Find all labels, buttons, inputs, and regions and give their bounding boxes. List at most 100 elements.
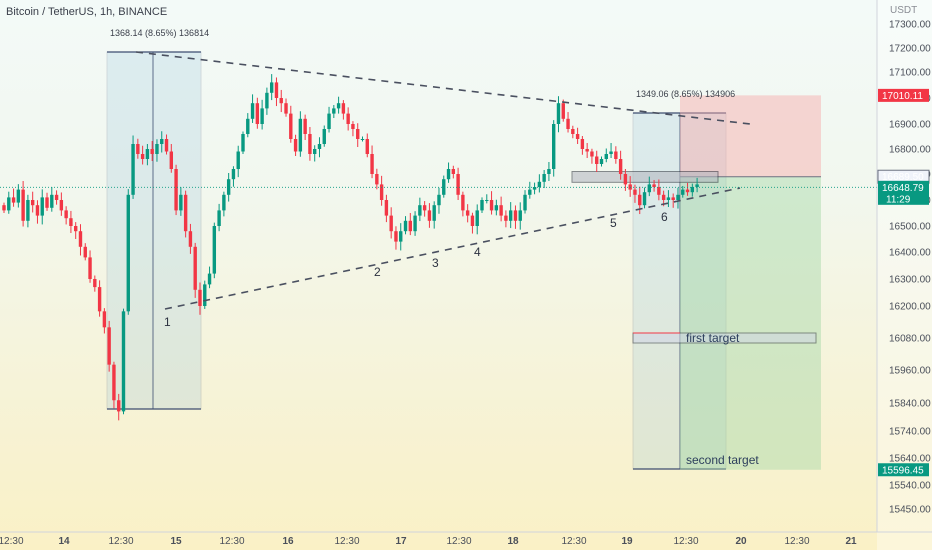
candle	[341, 103, 346, 114]
candle	[485, 200, 489, 201]
y-tick-label: 17300.00	[889, 20, 931, 31]
candles-layer	[2, 74, 699, 421]
x-tick-label: 12:30	[446, 536, 471, 547]
x-tick-label: 12:30	[108, 536, 133, 547]
candle	[50, 194, 54, 208]
candle	[427, 210, 432, 221]
candle	[74, 226, 78, 232]
lower-trendline	[164, 187, 741, 310]
candle	[442, 179, 446, 195]
wave-label-2: 2	[374, 265, 381, 279]
candle	[647, 184, 651, 193]
candle	[685, 189, 690, 193]
candle	[370, 154, 374, 174]
first-target-box	[632, 332, 817, 344]
y-tick-label: 16500.00	[889, 222, 931, 233]
candle	[327, 113, 331, 129]
candle	[547, 169, 551, 174]
candle	[150, 149, 154, 154]
candle	[303, 118, 307, 134]
candle	[289, 113, 293, 139]
y-tick-label: 17200.00	[889, 44, 931, 55]
candle	[97, 287, 102, 312]
candle	[671, 197, 675, 200]
candle	[107, 327, 111, 365]
y-tick-label: 15960.00	[889, 366, 931, 377]
price-tag-label: 15596.45	[882, 465, 924, 476]
candle	[356, 129, 360, 139]
candle	[317, 144, 322, 149]
candle	[657, 187, 661, 195]
candle	[475, 210, 479, 226]
take-profit-zone	[680, 176, 821, 470]
candle	[642, 192, 647, 206]
y-tick-label: 16300.00	[889, 275, 931, 286]
candle	[45, 197, 49, 208]
candle	[451, 169, 456, 174]
candle	[222, 194, 226, 211]
wave-label-3: 3	[432, 256, 439, 270]
candle	[523, 194, 527, 211]
candle	[21, 189, 25, 221]
candle	[504, 215, 508, 221]
overlay-layer	[0, 51, 877, 310]
candle	[389, 215, 393, 232]
candle	[260, 108, 264, 124]
candle	[102, 311, 107, 328]
candle	[83, 246, 87, 258]
first-target-label: first target	[686, 331, 740, 345]
candle	[313, 149, 317, 154]
price-tag-label: 17010.11	[882, 91, 923, 102]
candle	[638, 194, 642, 206]
candle	[164, 139, 169, 152]
candle	[590, 151, 594, 157]
candle	[322, 129, 326, 144]
candle	[446, 169, 451, 180]
candle	[561, 103, 565, 119]
candle	[690, 187, 695, 193]
wave-label-1: 1	[164, 315, 171, 329]
candle	[88, 257, 92, 279]
candle	[408, 220, 412, 232]
y-tick-label: 15740.00	[889, 427, 931, 438]
candle	[336, 103, 341, 109]
candle	[623, 174, 628, 185]
candle	[552, 124, 556, 169]
candle	[11, 197, 16, 203]
candle	[360, 139, 365, 140]
candle	[346, 113, 350, 124]
candle	[35, 205, 40, 216]
candle	[131, 144, 135, 195]
candle	[198, 289, 202, 306]
price-tag-label: 16648.79	[882, 183, 924, 194]
candle	[30, 200, 35, 206]
y-tick-label: 15450.00	[889, 505, 931, 516]
candle	[508, 210, 513, 221]
candle	[7, 197, 11, 211]
candle	[365, 139, 369, 154]
x-tick-label: 19	[621, 536, 633, 547]
candle	[2, 205, 6, 211]
candle	[155, 144, 159, 154]
candle	[117, 400, 121, 412]
x-tick-label: 12:30	[334, 536, 359, 547]
candle	[265, 92, 269, 109]
candle	[599, 159, 604, 164]
candle	[217, 210, 221, 226]
candle	[465, 210, 470, 216]
x-tick-label: 12:30	[561, 536, 586, 547]
candle	[160, 139, 164, 144]
candle	[246, 118, 250, 134]
candle	[236, 151, 240, 169]
y-tick-label: 17100.00	[889, 68, 931, 79]
candle	[279, 98, 283, 104]
candle	[394, 231, 398, 242]
candle	[40, 197, 44, 216]
candle	[403, 220, 408, 232]
candle	[375, 174, 379, 185]
candle	[179, 194, 183, 211]
wave-label-5: 5	[610, 216, 617, 230]
